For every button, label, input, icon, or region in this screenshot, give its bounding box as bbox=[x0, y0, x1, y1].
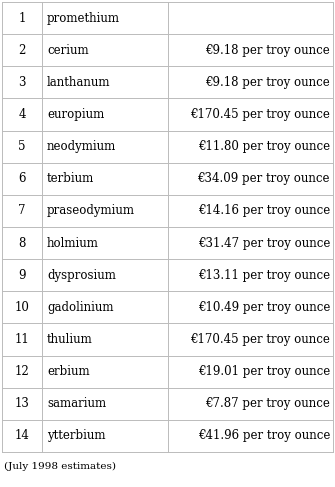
Text: 12: 12 bbox=[15, 365, 29, 378]
Text: €9.18 per troy ounce: €9.18 per troy ounce bbox=[205, 76, 330, 89]
Text: €41.96 per troy ounce: €41.96 per troy ounce bbox=[198, 430, 330, 442]
Text: 7: 7 bbox=[18, 205, 26, 217]
Text: 11: 11 bbox=[15, 333, 29, 346]
Text: cerium: cerium bbox=[47, 44, 89, 56]
Text: thulium: thulium bbox=[47, 333, 93, 346]
Text: 13: 13 bbox=[14, 397, 29, 410]
Text: €170.45 per troy ounce: €170.45 per troy ounce bbox=[190, 108, 330, 121]
Text: 2: 2 bbox=[18, 44, 26, 56]
Text: erbium: erbium bbox=[47, 365, 90, 378]
Text: gadolinium: gadolinium bbox=[47, 301, 114, 314]
Text: 6: 6 bbox=[18, 172, 26, 185]
Text: €170.45 per troy ounce: €170.45 per troy ounce bbox=[190, 333, 330, 346]
Text: 8: 8 bbox=[18, 237, 26, 249]
Text: €11.80 per troy ounce: €11.80 per troy ounce bbox=[198, 140, 330, 153]
Text: 9: 9 bbox=[18, 269, 26, 281]
Text: 3: 3 bbox=[18, 76, 26, 89]
Text: samarium: samarium bbox=[47, 397, 106, 410]
Text: praseodymium: praseodymium bbox=[47, 205, 135, 217]
Text: (July 1998 estimates): (July 1998 estimates) bbox=[4, 462, 116, 471]
Text: €34.09 per troy ounce: €34.09 per troy ounce bbox=[198, 172, 330, 185]
Text: promethium: promethium bbox=[47, 12, 120, 24]
Text: neodymium: neodymium bbox=[47, 140, 116, 153]
Text: €14.16 per troy ounce: €14.16 per troy ounce bbox=[198, 205, 330, 217]
Text: dysprosium: dysprosium bbox=[47, 269, 116, 281]
Text: 10: 10 bbox=[14, 301, 29, 314]
Text: €13.11 per troy ounce: €13.11 per troy ounce bbox=[198, 269, 330, 281]
Text: 4: 4 bbox=[18, 108, 26, 121]
Text: €19.01 per troy ounce: €19.01 per troy ounce bbox=[198, 365, 330, 378]
Text: terbium: terbium bbox=[47, 172, 94, 185]
Text: lanthanum: lanthanum bbox=[47, 76, 111, 89]
Text: 1: 1 bbox=[18, 12, 26, 24]
Text: €9.18 per troy ounce: €9.18 per troy ounce bbox=[205, 44, 330, 56]
Text: 14: 14 bbox=[14, 430, 29, 442]
Text: €10.49 per troy ounce: €10.49 per troy ounce bbox=[198, 301, 330, 314]
Text: europium: europium bbox=[47, 108, 104, 121]
Text: €7.87 per troy ounce: €7.87 per troy ounce bbox=[205, 397, 330, 410]
Text: 5: 5 bbox=[18, 140, 26, 153]
Text: holmium: holmium bbox=[47, 237, 99, 249]
Text: €31.47 per troy ounce: €31.47 per troy ounce bbox=[198, 237, 330, 249]
Text: ytterbium: ytterbium bbox=[47, 430, 106, 442]
